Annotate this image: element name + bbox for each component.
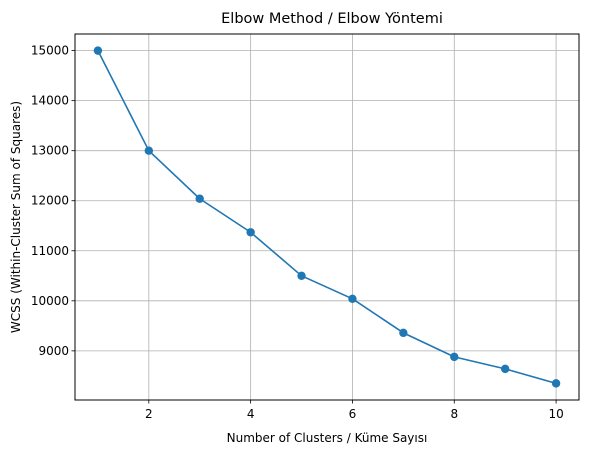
y-tick-label: 13000 [31,144,69,158]
data-point [195,194,204,203]
x-tick-label: 10 [548,407,563,421]
y-axis-label: WCSS (Within-Cluster Sum of Squares) [9,101,23,333]
grid [75,34,579,400]
y-tick-label: 10000 [31,294,69,308]
plot-area-frame [74,33,580,401]
y-tick-label: 12000 [31,194,69,208]
x-tick-label: 2 [145,407,153,421]
x-tick-label: 4 [247,407,255,421]
x-tick-label: 8 [450,407,458,421]
data-point [93,46,103,55]
data-point [399,328,408,338]
x-tick-label: 6 [349,407,357,421]
data-point [551,379,561,388]
data-point [348,294,357,304]
data-point [500,364,510,374]
y-tick-label: 15000 [31,44,69,58]
y-tick-label: 11000 [31,244,69,258]
y-tick-label: 14000 [31,94,69,108]
data-point [246,228,255,237]
chart-title: Elbow Method / Elbow Yöntemi [221,11,443,27]
wcss-series-line [97,50,557,385]
x-axis-label: Number of Clusters / Küme Sayısı [227,431,428,445]
data-point [450,352,459,362]
y-tick-label: 9000 [38,344,69,358]
data-point [297,271,306,280]
data-series [93,46,561,388]
axis-ticks: 2 4 6 8 10 9000 10000 11000 12000 13000 14000 15000 [31,44,564,421]
data-point [144,146,154,155]
